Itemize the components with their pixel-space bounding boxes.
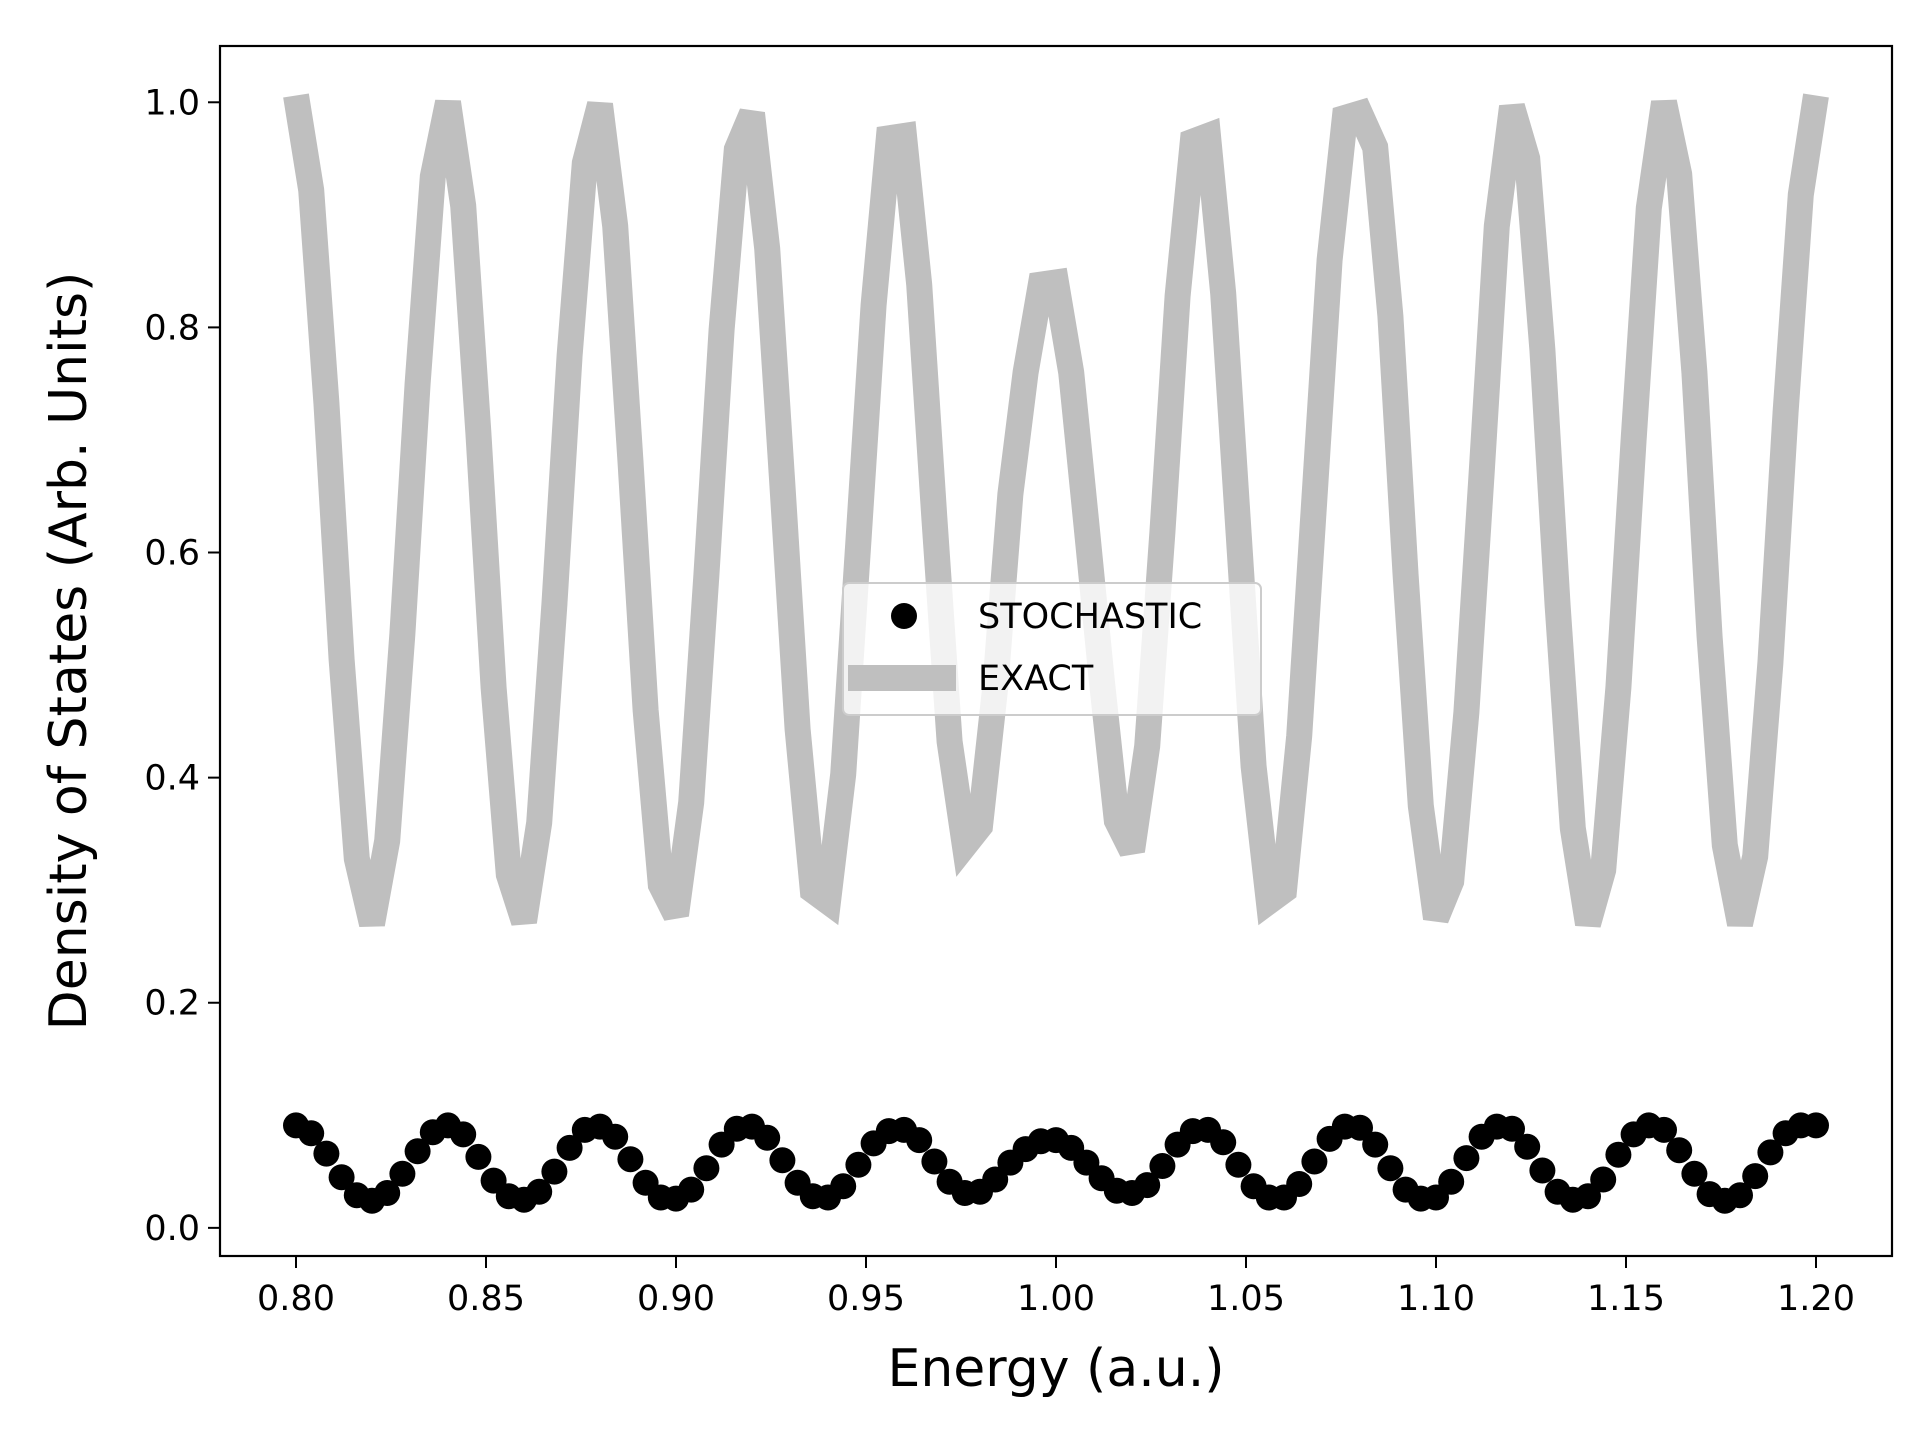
stochastic-point [1453,1145,1480,1172]
y-tick-label: 0.2 [144,984,200,1024]
x-tick-label: 0.95 [827,1279,905,1319]
legend-label-stochastic: STOCHASTIC [978,597,1202,637]
stochastic-point [617,1146,644,1173]
stochastic-point [678,1176,705,1203]
x-tick-label: 1.00 [1017,1279,1095,1319]
y-tick-label: 0.0 [144,1209,200,1249]
stochastic-point [1681,1160,1708,1187]
stochastic-point [1347,1114,1373,1141]
stochastic-point [769,1147,796,1174]
stochastic-point [313,1140,340,1167]
x-tick-label: 1.10 [1397,1279,1475,1319]
stochastic-point [389,1160,416,1187]
x-tick-label: 0.85 [447,1279,525,1319]
stochastic-point [298,1120,325,1147]
x-axis-label: Energy (a.u.) [887,1339,1224,1399]
stochastic-point [1438,1168,1465,1195]
stochastic-point [1210,1129,1237,1156]
stochastic-point [526,1178,553,1205]
stochastic-point [754,1124,781,1151]
stochastic-point [1301,1148,1328,1175]
stochastic-point [1803,1112,1829,1139]
stochastic-point [830,1173,857,1200]
y-tick-label: 1.0 [144,83,200,123]
plot-area [283,93,1829,1214]
stochastic-point [1529,1157,1556,1184]
stochastic-point [1149,1153,1176,1179]
y-axis-label: Density of States (Arb. Units) [39,272,99,1031]
stochastic-point [982,1166,1009,1193]
legend-marker-stochastic [891,603,917,629]
x-tick-label: 1.15 [1587,1279,1665,1319]
stochastic-point [1575,1183,1601,1210]
y-tick-label: 0.4 [144,759,200,799]
x-tick-label: 0.90 [637,1279,715,1319]
stochastic-point [541,1158,568,1185]
stochastic-point [1377,1155,1404,1182]
stochastic-point [921,1148,948,1175]
x-tick-label: 1.05 [1207,1279,1285,1319]
stochastic-point [1134,1172,1161,1199]
legend-label-exact: EXACT [978,659,1094,699]
y-axis: 0.0 0.2 0.4 0.6 0.8 1.0 [144,83,220,1249]
stochastic-point [693,1155,720,1182]
legend: STOCHASTIC EXACT [842,582,1262,716]
stochastic-point [1590,1166,1617,1193]
stochastic-point [1286,1171,1313,1197]
y-tick-label: 0.6 [144,534,200,574]
x-tick-label: 0.80 [257,1279,335,1319]
stochastic-point [556,1134,583,1161]
stochastic-point [1362,1131,1389,1158]
stochastic-point [404,1138,431,1165]
stochastic-point [1757,1139,1784,1166]
stochastic-point [1651,1116,1677,1143]
stochastic-point [1605,1141,1632,1168]
stochastic-point [465,1143,492,1170]
stochastic-point [906,1127,933,1154]
x-axis: 0.80 0.85 0.90 0.95 1.00 1.05 1.10 1.15 1.20 [257,1256,1855,1319]
stochastic-point [1225,1151,1252,1178]
stochastic-point [845,1151,872,1178]
stochastic-point [1742,1163,1769,1190]
stochastic-point [328,1164,355,1191]
x-tick-label: 1.20 [1777,1279,1855,1319]
stochastic-point [1514,1133,1541,1160]
stochastic-point [1499,1115,1525,1142]
stochastic-point [374,1180,401,1206]
stochastic-point [1727,1182,1753,1209]
stochastic-point [1666,1137,1693,1164]
stochastic-point [602,1123,629,1150]
stochastic-point [450,1121,477,1148]
y-tick-label: 0.8 [144,308,200,348]
series-exact-line [283,93,1829,928]
